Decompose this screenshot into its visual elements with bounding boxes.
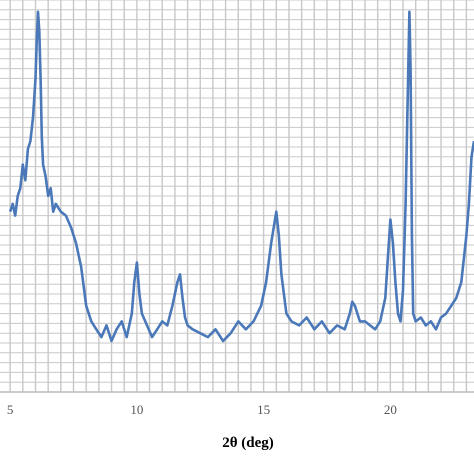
x-tick-label: 10 (130, 402, 143, 417)
chart-grid (0, 0, 474, 393)
x-tick-label: 20 (384, 402, 397, 417)
x-tick-labels: 5 10 15 20 (7, 402, 397, 417)
series-layer (8, 10, 474, 343)
x-tick-label: 15 (257, 402, 270, 417)
x-tick-label: 5 (7, 402, 14, 417)
x-axis-title: 2θ (deg) (222, 435, 274, 451)
series-line-1 (8, 10, 474, 343)
